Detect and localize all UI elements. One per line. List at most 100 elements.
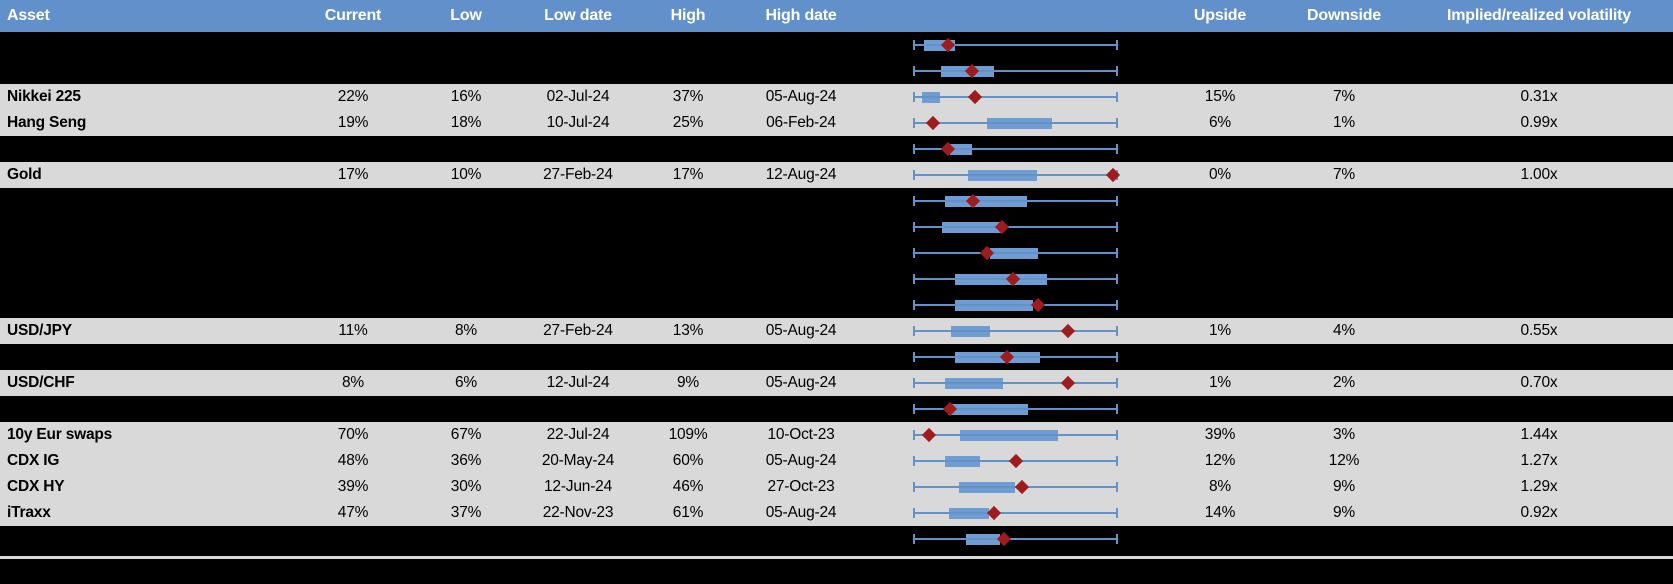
low-date-cell xyxy=(518,292,638,318)
whisker-cap-left xyxy=(913,248,915,258)
upside-cell xyxy=(1160,240,1280,266)
whisker-line xyxy=(913,512,1118,514)
boxplot xyxy=(913,474,1118,500)
whisker-cap-right xyxy=(1116,274,1118,284)
boxplot xyxy=(913,188,1118,214)
high-date-cell: 05-Aug-24 xyxy=(765,374,837,391)
downside-cell: 1% xyxy=(1332,114,1355,131)
table-row: Gold 17% 10% 27-Feb-24 17% 12-Aug-24 0% … xyxy=(0,162,1673,188)
low-date-cell xyxy=(518,188,638,214)
low-date-cell xyxy=(518,526,638,552)
table-row-hidden xyxy=(0,344,1673,370)
table-row: USD/CHF 8% 6% 12-Jul-24 9% 05-Aug-24 1% … xyxy=(0,370,1673,396)
high-cell xyxy=(638,58,738,84)
high-cell: 9% xyxy=(676,374,699,391)
downside-cell xyxy=(1284,58,1404,84)
whisker-cap-left xyxy=(913,170,915,180)
asset-cell: CDX HY xyxy=(7,478,65,495)
whisker-line xyxy=(913,96,1118,98)
asset-cell xyxy=(0,526,295,552)
whisker-cap-left xyxy=(913,378,915,388)
current-cell xyxy=(293,240,413,266)
boxplot xyxy=(913,318,1118,344)
vol-cell xyxy=(1419,58,1659,84)
upside-cell: 12% xyxy=(1204,452,1236,469)
asset-cell xyxy=(0,58,295,84)
low-cell xyxy=(416,240,516,266)
whisker-cap-left xyxy=(913,508,915,518)
current-cell: 19% xyxy=(337,114,369,131)
high-date-cell: 06-Feb-24 xyxy=(766,114,836,131)
header-high: High xyxy=(670,7,706,24)
low-cell xyxy=(416,344,516,370)
table-row: 10y Eur swaps 70% 67% 22-Jul-24 109% 10-… xyxy=(0,422,1673,448)
downside-cell: 3% xyxy=(1332,426,1355,443)
downside-cell xyxy=(1284,292,1404,318)
asset-cell xyxy=(0,214,295,240)
current-marker-diamond xyxy=(1008,453,1023,469)
whisker-cap-right xyxy=(1116,456,1118,466)
high-date-cell: 05-Aug-24 xyxy=(765,88,837,105)
header-low-date: Low date xyxy=(544,7,612,24)
low-date-cell xyxy=(518,214,638,240)
whisker-line xyxy=(913,174,1118,176)
current-cell xyxy=(293,396,413,422)
asset-cell xyxy=(0,396,295,422)
table-row: USD/JPY 11% 8% 27-Feb-24 13% 05-Aug-24 1… xyxy=(0,318,1673,344)
vol-cell: 1.27x xyxy=(1520,452,1558,469)
high-cell xyxy=(638,344,738,370)
upside-cell: 14% xyxy=(1204,504,1236,521)
low-cell: 67% xyxy=(450,426,482,443)
downside-cell: 9% xyxy=(1332,478,1355,495)
vol-cell: 0.99x xyxy=(1520,114,1558,131)
low-cell xyxy=(416,292,516,318)
high-cell: 17% xyxy=(672,166,704,183)
high-date-cell xyxy=(741,292,861,318)
current-cell: 8% xyxy=(341,374,364,391)
whisker-cap-left xyxy=(913,40,915,50)
table-header: Asset Current Low Low date High High dat… xyxy=(0,0,1673,32)
whisker-line xyxy=(913,382,1118,384)
downside-cell xyxy=(1284,240,1404,266)
low-cell xyxy=(416,526,516,552)
downside-cell xyxy=(1284,136,1404,162)
high-cell xyxy=(638,136,738,162)
boxplot xyxy=(913,162,1121,188)
downside-cell xyxy=(1284,266,1404,292)
high-cell xyxy=(638,188,738,214)
high-cell: 109% xyxy=(668,426,708,443)
vol-cell: 1.00x xyxy=(1520,166,1558,183)
low-date-cell: 27-Feb-24 xyxy=(543,322,613,339)
asset-cell: 10y Eur swaps xyxy=(7,426,113,443)
asset-cell xyxy=(0,240,295,266)
boxplot xyxy=(913,370,1118,396)
vol-cell xyxy=(1419,344,1659,370)
current-marker-diamond xyxy=(921,427,937,443)
whisker-cap-left xyxy=(913,92,915,102)
boxplot xyxy=(913,58,1118,84)
high-date-cell xyxy=(741,58,861,84)
current-cell: 17% xyxy=(337,166,369,183)
asset-cell: CDX IG xyxy=(7,452,60,469)
vol-cell xyxy=(1419,136,1659,162)
whisker-cap-right xyxy=(1116,508,1118,518)
asset-cell: USD/CHF xyxy=(7,374,75,391)
asset-cell xyxy=(0,32,295,58)
upside-cell: 0% xyxy=(1208,166,1231,183)
header-downside: Downside xyxy=(1307,7,1381,24)
current-cell xyxy=(293,188,413,214)
vol-cell: 0.31x xyxy=(1520,88,1558,105)
high-date-cell: 05-Aug-24 xyxy=(765,322,837,339)
high-cell: 61% xyxy=(672,504,704,521)
whisker-cap-left xyxy=(913,534,915,544)
whisker-line xyxy=(913,70,1118,72)
table-row: CDX HY 39% 30% 12-Jun-24 46% 27-Oct-23 8… xyxy=(0,474,1673,500)
low-cell xyxy=(416,32,516,58)
whisker-cap-left xyxy=(913,196,915,206)
vol-cell: 0.70x xyxy=(1520,374,1558,391)
vol-cell xyxy=(1419,396,1659,422)
vol-cell xyxy=(1419,526,1659,552)
boxplot xyxy=(913,344,1118,370)
asset-cell xyxy=(0,292,295,318)
